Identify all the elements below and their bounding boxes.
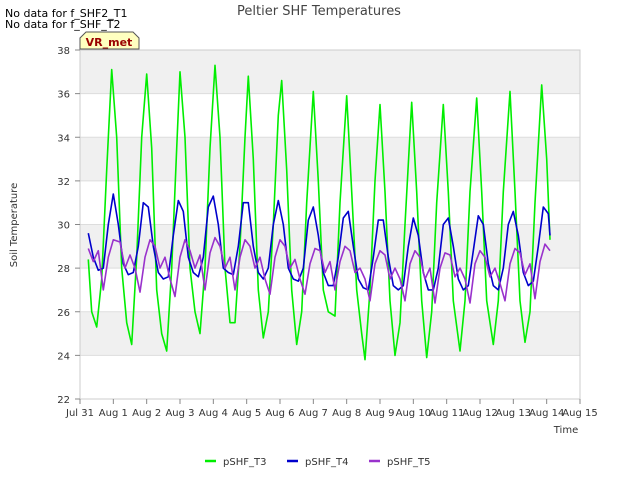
y-tick-label: 28 bbox=[57, 264, 70, 275]
series-line-pSHF_T5 bbox=[87, 236, 551, 304]
x-tick-label: Aug 12 bbox=[462, 408, 497, 419]
grid-lines bbox=[80, 49, 580, 400]
x-tick-label: Jul 31 bbox=[65, 408, 94, 419]
x-tick-label: Aug 11 bbox=[429, 408, 464, 419]
legend-label-pSHF_T3: pSHF_T3 bbox=[223, 457, 266, 468]
x-tick-label: Aug 8 bbox=[332, 408, 361, 419]
series-line-pSHF_T3 bbox=[87, 64, 551, 361]
x-tick-label: Aug 3 bbox=[165, 408, 194, 419]
background-bands bbox=[80, 50, 580, 356]
legend-label-pSHF_T5: pSHF_T5 bbox=[387, 457, 430, 468]
chart-title: Peltier SHF Temperatures bbox=[237, 4, 401, 19]
legend-label-pSHF_T4: pSHF_T4 bbox=[305, 457, 348, 468]
x-axis-ticks: Jul 31 Aug 1 Aug 2 Aug 3 Aug 4 Aug 5 Aug 6 Aug … bbox=[65, 399, 598, 419]
x-tick-label: Aug 7 bbox=[299, 408, 328, 419]
y-tick-label: 32 bbox=[57, 177, 70, 188]
x-tick-label: Aug 10 bbox=[396, 408, 431, 419]
band-32 bbox=[80, 137, 580, 181]
x-tick-label: Aug 2 bbox=[132, 408, 161, 419]
x-tick-label: Aug 1 bbox=[99, 408, 128, 419]
no-data-note-1: No data for f_SHF2_T1 bbox=[5, 7, 128, 20]
x-tick-label: Aug 13 bbox=[496, 408, 531, 419]
x-tick-label: Aug 6 bbox=[265, 408, 294, 419]
y-tick-label: 22 bbox=[57, 395, 70, 406]
legend: pSHF_T3 pSHF_T4 pSHF_T5 bbox=[205, 457, 430, 468]
x-tick-label: Aug 5 bbox=[232, 408, 261, 419]
series-layer bbox=[87, 64, 551, 361]
x-tick-label: Aug 9 bbox=[365, 408, 394, 419]
vr-met-badge-label: VR_met bbox=[86, 36, 133, 49]
band-24 bbox=[80, 311, 580, 356]
no-data-note-2: No data for f_SHF_T2 bbox=[5, 18, 121, 31]
vr-met-badge: VR_met bbox=[79, 31, 140, 50]
band-36 bbox=[80, 50, 580, 94]
y-tick-label: 34 bbox=[57, 133, 70, 144]
y-tick-label: 26 bbox=[57, 308, 70, 319]
y-axis-label: Soil Temperature bbox=[9, 183, 20, 268]
y-tick-label: 36 bbox=[57, 90, 70, 101]
y-tick-label: 38 bbox=[57, 46, 70, 57]
y-tick-label: 24 bbox=[57, 351, 70, 362]
x-tick-label: Aug 4 bbox=[199, 408, 228, 419]
x-tick-label: Aug 14 bbox=[529, 408, 564, 419]
y-axis-ticks: 22 24 26 28 30 32 34 36 38 bbox=[57, 46, 80, 406]
y-tick-label: 30 bbox=[57, 221, 70, 232]
x-axis-label: Time bbox=[553, 425, 578, 436]
x-tick-label: Aug 15 bbox=[562, 408, 597, 419]
